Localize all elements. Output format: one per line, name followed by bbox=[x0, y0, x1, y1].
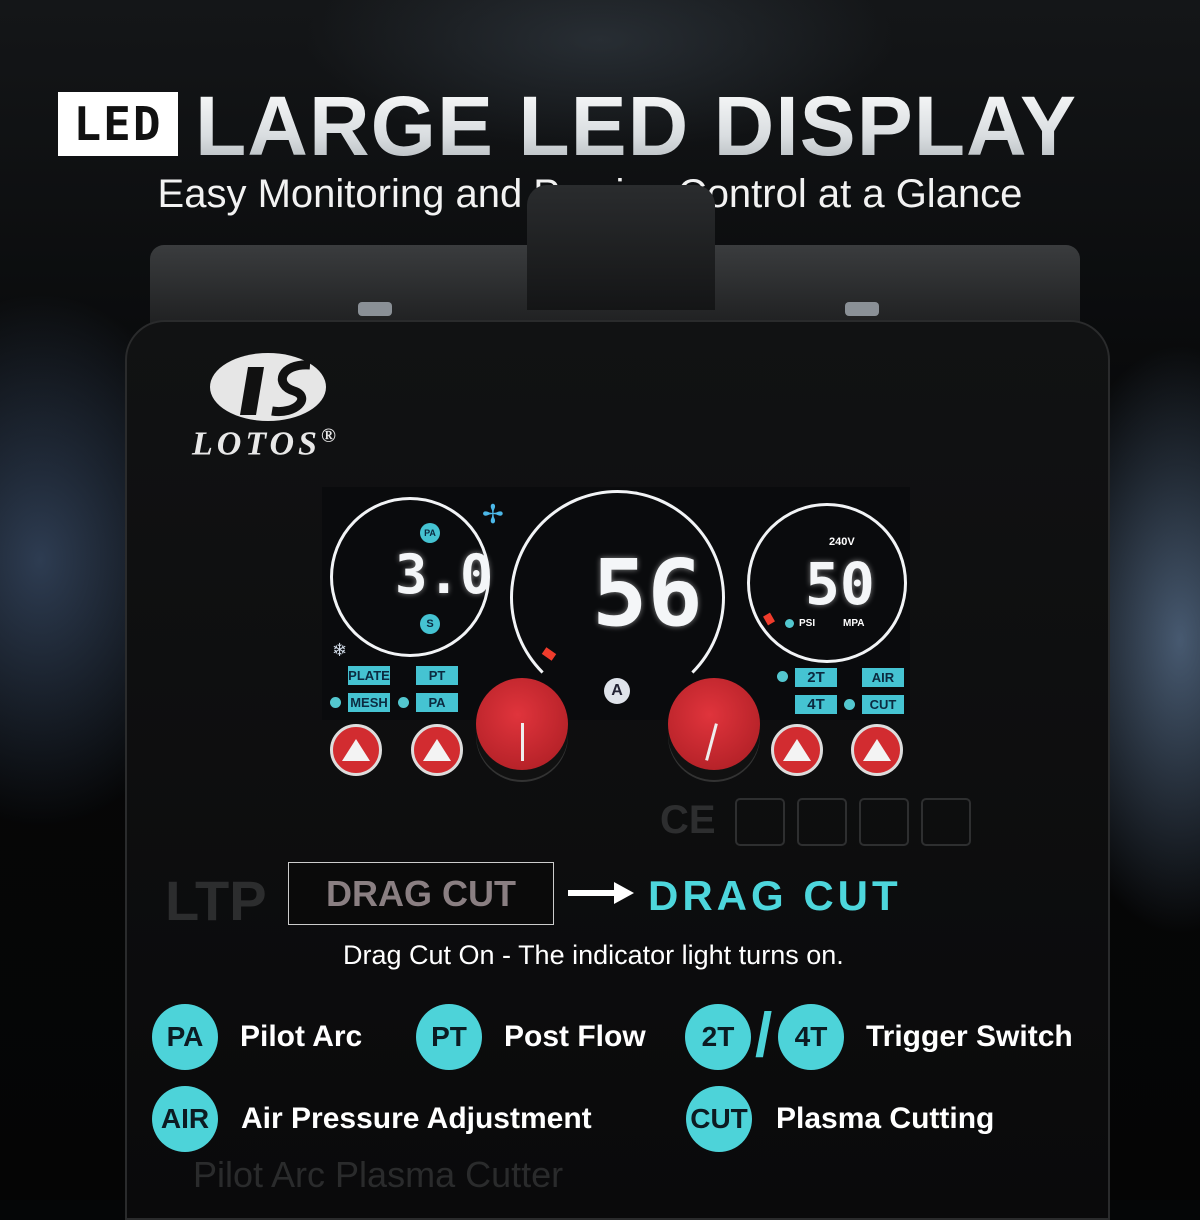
tag-plate: PLATE bbox=[348, 666, 390, 685]
legend-label-cut: Plasma Cutting bbox=[776, 1102, 995, 1135]
tag-air: AIR bbox=[862, 668, 904, 687]
machine-front-panel bbox=[125, 320, 1110, 1220]
current-knob[interactable] bbox=[476, 678, 568, 770]
legend-label-pa: Pilot Arc bbox=[240, 1020, 363, 1053]
drag-cut-highlight: DRAG CUT bbox=[648, 872, 902, 919]
pressure-readout: 50 bbox=[805, 550, 875, 618]
model-name: LTP bbox=[165, 869, 267, 932]
model-subtitle: Pilot Arc Plasma Cutter bbox=[193, 1154, 564, 1195]
legend-badge-4t: 4T bbox=[778, 1004, 844, 1070]
legend-label-pt: Post Flow bbox=[504, 1020, 646, 1053]
snowflake-icon: ❄ bbox=[332, 640, 348, 660]
legend-badge-pt: PT bbox=[416, 1004, 482, 1070]
current-gauge-ring bbox=[510, 490, 725, 705]
seconds-indicator: S bbox=[420, 614, 440, 634]
weee-bin-icon bbox=[921, 798, 971, 846]
brand-name: LOTOS® bbox=[192, 425, 340, 463]
cut-dot bbox=[844, 699, 855, 710]
tag-mesh: MESH bbox=[348, 693, 390, 712]
ce-mark-icon: CE bbox=[660, 798, 716, 842]
drag-cut-note: Drag Cut On - The indicator light turns … bbox=[343, 940, 844, 970]
up-triangle-icon bbox=[423, 739, 451, 761]
safety-icon bbox=[735, 798, 785, 846]
up-triangle-icon bbox=[783, 739, 811, 761]
current-readout: 56 bbox=[592, 540, 703, 647]
time-gauge-ring bbox=[330, 497, 490, 657]
fan-icon: ✢ bbox=[482, 499, 504, 529]
machine-handle bbox=[527, 185, 715, 310]
pressure-knob[interactable] bbox=[668, 678, 760, 770]
tag-cut: CUT bbox=[862, 695, 904, 714]
tag-4t: 4T bbox=[795, 695, 837, 714]
psi-dot bbox=[785, 619, 794, 628]
lotos-logo-icon bbox=[210, 353, 326, 421]
legend-badge-pa: PA bbox=[152, 1004, 218, 1070]
legend-badge-cut: CUT bbox=[686, 1086, 752, 1152]
mpa-unit: MPA bbox=[843, 618, 865, 629]
pa-dot bbox=[398, 697, 409, 708]
page-title: LARGE LED DISPLAY bbox=[195, 79, 1078, 173]
mode-button-4[interactable] bbox=[851, 724, 903, 776]
up-triangle-icon bbox=[342, 739, 370, 761]
mode-button-3[interactable] bbox=[771, 724, 823, 776]
amp-unit: A bbox=[604, 678, 630, 704]
legend-badge-2t: 2T bbox=[685, 1004, 751, 1070]
warning-icon bbox=[797, 798, 847, 846]
led-badge: LED bbox=[58, 92, 178, 156]
up-triangle-icon bbox=[863, 739, 891, 761]
psi-unit: PSI bbox=[799, 618, 816, 629]
drag-cut-panel-label: DRAG CUT bbox=[288, 862, 554, 925]
manual-icon bbox=[859, 798, 909, 846]
mode-button-2[interactable] bbox=[411, 724, 463, 776]
legend-separator: / bbox=[755, 1001, 773, 1070]
tag-pa: PA bbox=[416, 693, 458, 712]
tag-pt: PT bbox=[416, 666, 458, 685]
time-readout: 3.0 bbox=[395, 543, 493, 606]
tag-2t: 2T bbox=[795, 668, 837, 687]
legend-label-air: Air Pressure Adjustment bbox=[241, 1102, 592, 1135]
certification-icons bbox=[735, 798, 971, 846]
2t-dot bbox=[777, 671, 788, 682]
screw-icon bbox=[358, 302, 392, 316]
arrow-right-icon bbox=[568, 882, 634, 904]
screw-icon bbox=[845, 302, 879, 316]
mode-button-1[interactable] bbox=[330, 724, 382, 776]
pa-indicator: PA bbox=[420, 523, 440, 543]
mesh-dot bbox=[330, 697, 341, 708]
legend-badge-air: AIR bbox=[152, 1086, 218, 1152]
legend-label-trigger: Trigger Switch bbox=[866, 1020, 1073, 1053]
pressure-gauge-ring bbox=[747, 503, 907, 663]
voltage-label: 240V bbox=[829, 536, 855, 548]
